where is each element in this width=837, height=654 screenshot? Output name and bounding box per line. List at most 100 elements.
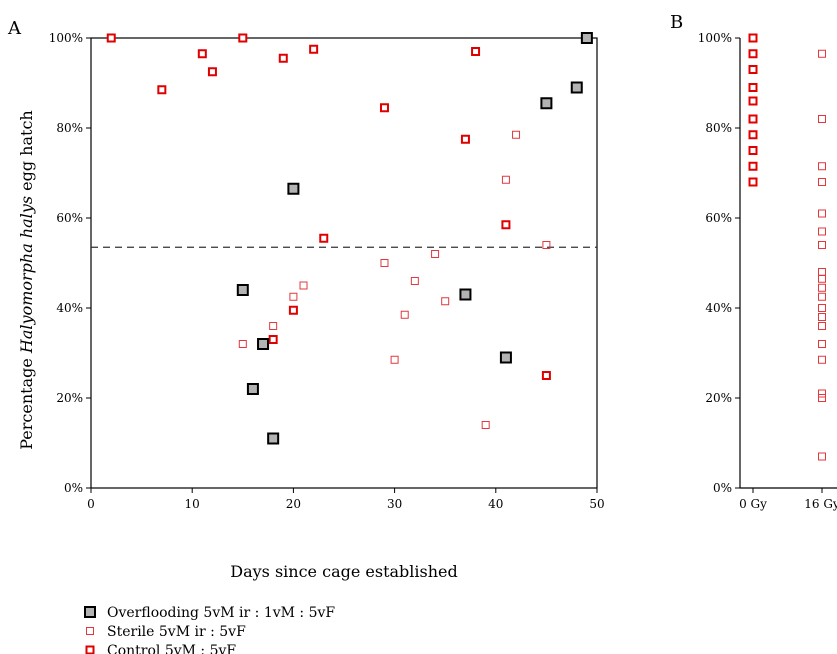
sterile-point [818,178,826,186]
x-tick-label: 40 [488,497,503,511]
sterile-point [481,421,490,429]
b-y-tick-label: 40% [705,301,732,315]
sterile-point [512,130,521,139]
control-point [288,305,298,315]
control-point [748,65,758,74]
sterile-point [818,241,826,249]
x-axis-title: Days since cage established [230,562,458,581]
control-point [501,220,511,230]
sterile-point [400,310,409,319]
y-tick-label: 20% [56,391,83,405]
sterile-point [501,175,510,184]
sterile-point [818,209,826,218]
plot-frame [90,37,598,489]
b-y-tick-label: 20% [705,391,732,405]
overflooding-point [499,351,512,364]
control-point [748,96,758,106]
sterile-point [431,250,440,258]
overflooding-point [257,338,270,350]
panel-b: B 0% 20% 40% 60% 80% 100% 0 Gy 16 Gy [670,12,837,511]
sterile-point [542,241,551,249]
sterile-point [818,322,826,330]
control-point [748,114,758,124]
overflooding-point [580,32,593,44]
b-y-tick-label: 80% [705,121,732,135]
control-point [319,233,329,243]
sterile-point [818,268,826,276]
sterile-point [299,281,308,290]
legend: Overflooding 5vM ir : 1vM : 5vF Sterile 5… [84,605,335,654]
b-y-tick-label: 100% [698,31,732,45]
b-category-label: 16 Gy [804,497,837,511]
b-y-tick-label: 0% [713,481,732,495]
x-tick-label: 20 [286,497,301,511]
sterile-point [818,162,826,171]
sterile-point [818,452,826,461]
control-point [278,53,288,63]
control-point [748,33,758,43]
y-tick-label: 80% [56,121,83,135]
control-point [748,146,758,155]
sterile-point [818,355,826,364]
control-point [268,335,278,344]
sterile-point [380,259,389,267]
sterile-point [818,49,826,58]
control-point [197,49,207,59]
b-category-label: 0 Gy [739,497,767,511]
control-point [238,33,248,43]
legend-control-marker [85,645,95,654]
x-tick-label: 0 [87,497,95,511]
sterile-point [818,304,826,312]
sterile-point [818,283,826,292]
sterile-point [818,313,826,321]
b-y-tick-label: 60% [705,211,732,225]
legend-label: Control 5vM : 5vF [107,643,236,654]
overflooding-point [287,182,300,195]
legend-label: Overflooding 5vM ir : 1vM : 5vF [107,605,335,621]
panel-a-label: A [7,18,22,39]
legend-label: Sterile 5vM ir : 5vF [107,624,246,640]
x-tick-label: 10 [185,497,200,511]
legend-sterile-marker [86,627,94,635]
overflooding-point [246,383,259,395]
y-tick-label: 0% [64,481,83,495]
sterile-point [289,292,298,301]
control-point [541,371,551,380]
sterile-point [390,355,399,364]
sterile-point [818,394,826,402]
control-point [379,103,389,113]
y-tick-label: 60% [56,211,83,225]
control-point [748,49,758,59]
panel-a: A Percentage Halyomorpha halys egg hatch… [7,18,605,581]
control-point [207,67,217,77]
y-axis-title: Percentage Halyomorpha halys egg hatch [17,110,36,449]
control-point [471,47,481,56]
legend-overflooding-marker [84,606,96,618]
control-point [106,33,116,43]
x-tick-label: 30 [387,497,402,511]
control-point [748,130,758,140]
control-point [748,83,758,92]
sterile-point [818,292,826,301]
panel-b-label: B [670,12,683,33]
sterile-point [818,227,826,236]
control-point [157,85,167,95]
y-tick-label: 100% [49,31,83,45]
sterile-point [818,389,826,398]
overflooding-point [459,288,472,301]
overflooding-point [267,432,280,445]
control-point [748,177,758,187]
control-point [309,44,319,54]
control-point [748,161,758,171]
overflooding-point [540,97,553,110]
sterile-point [818,340,826,348]
sterile-point [238,340,247,348]
overflooding-point [236,284,249,296]
sterile-point [818,274,826,283]
x-tick-label: 50 [589,497,604,511]
sterile-point [818,115,826,123]
control-point [460,134,470,144]
sterile-point [410,277,419,285]
overflooding-point [570,81,583,94]
